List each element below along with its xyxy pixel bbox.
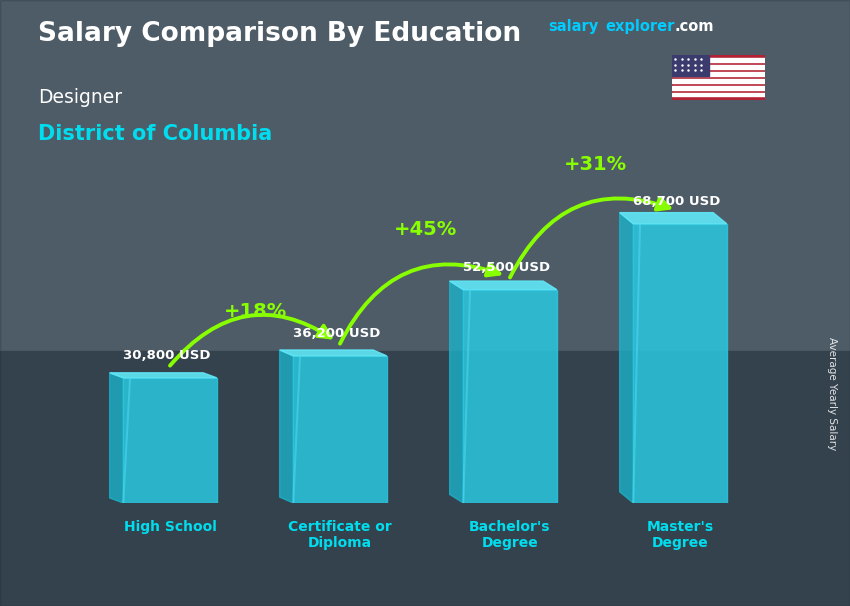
Bar	[293, 356, 387, 503]
Bar	[672, 72, 765, 76]
Bar	[123, 378, 217, 503]
Text: 52,500 USD: 52,500 USD	[463, 261, 550, 274]
Polygon shape	[450, 281, 463, 503]
Bar	[633, 224, 727, 503]
Bar	[672, 86, 765, 90]
Text: Salary Comparison By Education: Salary Comparison By Education	[38, 21, 521, 47]
Polygon shape	[280, 350, 293, 503]
Text: Average Yearly Salary: Average Yearly Salary	[827, 338, 837, 450]
Polygon shape	[280, 350, 387, 356]
Bar	[672, 55, 709, 76]
Bar	[672, 79, 765, 82]
Polygon shape	[620, 213, 633, 503]
FancyArrowPatch shape	[340, 264, 499, 344]
Polygon shape	[620, 213, 727, 224]
Bar	[672, 93, 765, 96]
Bar	[463, 290, 557, 503]
Text: explorer: explorer	[605, 19, 675, 35]
Polygon shape	[450, 281, 557, 290]
Text: 36,200 USD: 36,200 USD	[293, 327, 380, 341]
Text: +18%: +18%	[224, 302, 286, 321]
Text: salary: salary	[548, 19, 598, 35]
Text: +45%: +45%	[394, 221, 456, 239]
Text: 30,800 USD: 30,800 USD	[123, 350, 210, 362]
Text: Designer: Designer	[38, 88, 122, 107]
FancyArrowPatch shape	[170, 315, 331, 365]
Text: 68,700 USD: 68,700 USD	[633, 195, 720, 208]
Bar	[672, 65, 765, 68]
Text: .com: .com	[674, 19, 713, 35]
FancyArrowPatch shape	[510, 198, 669, 278]
Text: District of Columbia: District of Columbia	[38, 124, 273, 144]
Text: +31%: +31%	[564, 155, 626, 174]
Polygon shape	[110, 373, 123, 503]
Bar	[672, 58, 765, 62]
Polygon shape	[110, 373, 217, 378]
